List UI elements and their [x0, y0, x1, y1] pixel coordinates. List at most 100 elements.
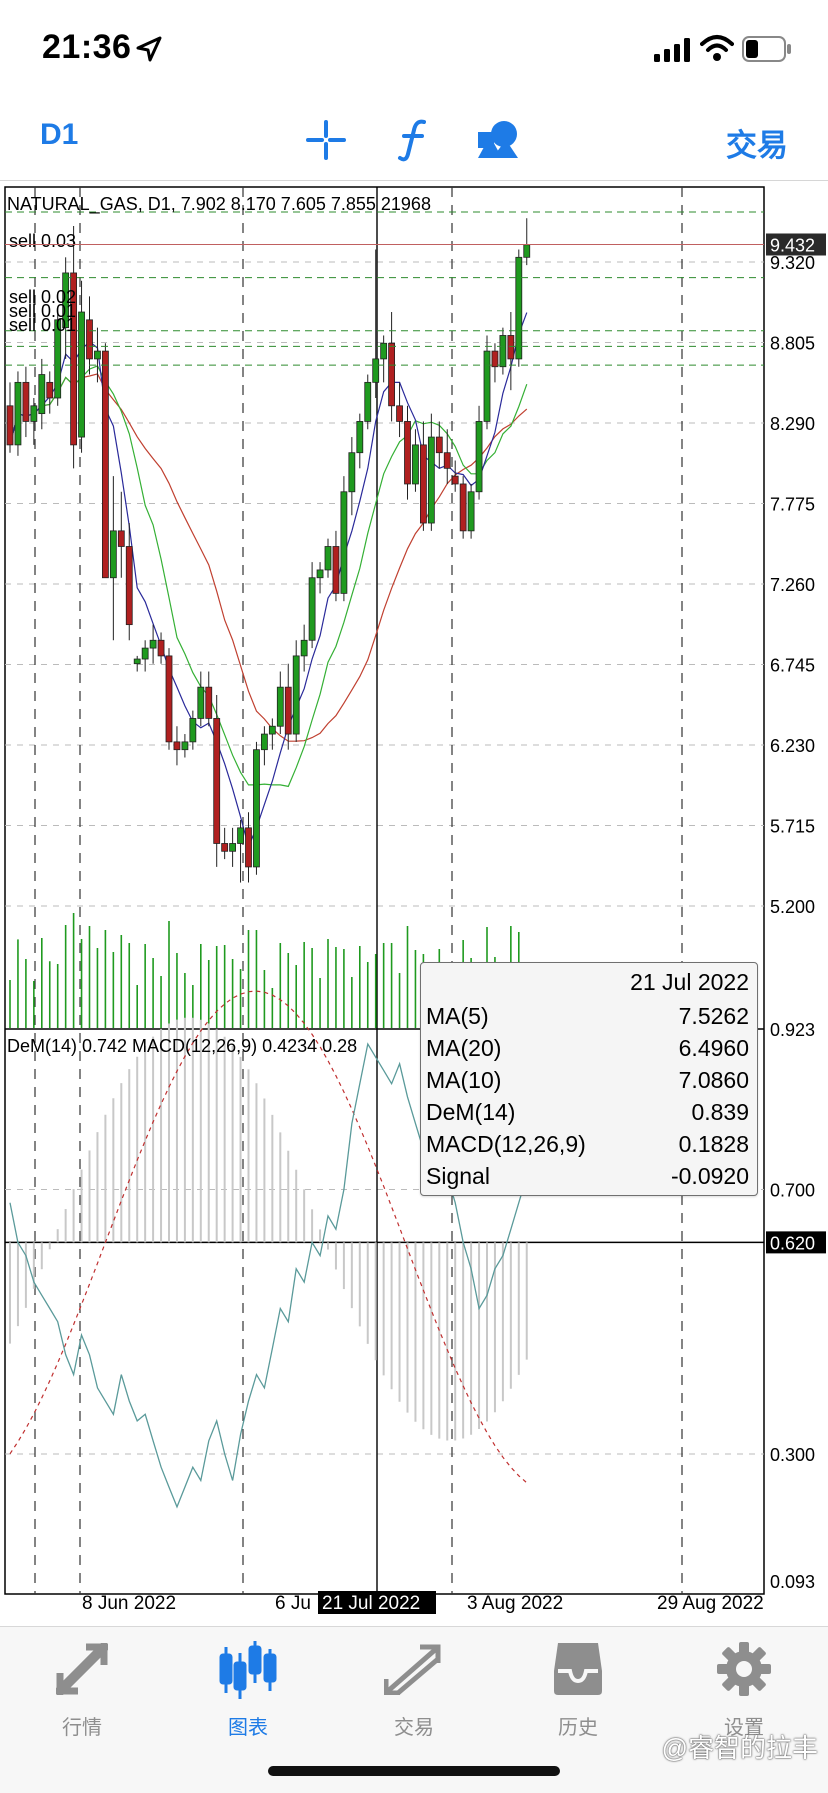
crosshair-tooltip: 21 Jul 2022 MA(5) 7.5262 MA(20) 6.4960 MA(…: [420, 962, 758, 1196]
tab-label: 设置: [724, 1717, 764, 1739]
quotes-icon: [56, 1643, 108, 1695]
price-axis-label: 9.320: [770, 253, 815, 273]
candle-body: [356, 421, 364, 454]
candle-body: [380, 342, 388, 360]
tooltip-key: DeM(14): [426, 1099, 516, 1125]
candle-body: [70, 272, 77, 446]
tab-settings[interactable]: 设置: [684, 1639, 804, 1739]
candle-body: [427, 436, 435, 524]
candle-body: [133, 658, 141, 665]
tab-label: 图表: [228, 1717, 268, 1739]
candle-body: [62, 272, 70, 329]
order-label: sell 0.03: [9, 231, 76, 251]
candle-body: [316, 569, 324, 579]
date-axis-label: 3 Aug 2022: [467, 1593, 563, 1614]
tooltip-row: MA(5) 7.5262: [426, 1003, 749, 1035]
current-price-badge: [766, 233, 826, 256]
candle-body: [276, 686, 284, 727]
candle-body: [459, 483, 467, 532]
chart-header: NATURAL_GAS, D1, 7.902 8.170 7.605 7.855…: [7, 194, 431, 215]
candle-body: [245, 827, 252, 868]
tooltip-row: MA(10) 7.0860: [426, 1067, 749, 1099]
chart-grid: [4, 186, 765, 1595]
ma5-line: [9, 312, 528, 849]
candle-body: [268, 725, 276, 735]
tooltip-date: 21 Jul 2022: [630, 969, 749, 995]
crosshair-icon[interactable]: [306, 120, 346, 160]
candle-body: [229, 843, 237, 852]
home-indicator: [268, 1766, 560, 1776]
candle-body: [364, 381, 372, 422]
candle-body: [189, 718, 197, 743]
price-axis-label: 8.290: [770, 414, 815, 434]
price-axis-label: 5.200: [770, 897, 815, 917]
candle-body: [467, 491, 475, 532]
candle-body: [38, 374, 46, 415]
crosshair-value-badge: [766, 1231, 826, 1254]
candle-body: [340, 491, 348, 594]
candle-body: [86, 319, 93, 360]
tooltip-key: MACD(12,26,9): [426, 1131, 586, 1157]
location-arrow-icon: [136, 36, 162, 62]
tooltip-row: Signal -0.0920: [426, 1163, 749, 1195]
tab-history[interactable]: 历史: [518, 1639, 638, 1739]
price-axis-label: 6.745: [770, 656, 815, 676]
crosshair-date-label: 21 Jul 2022: [322, 1593, 420, 1614]
tooltip-value: -0.0920: [670, 1163, 749, 1189]
candle-body: [205, 686, 213, 719]
chart-toolbar: [0, 100, 828, 181]
tab-trade[interactable]: 交易: [354, 1639, 474, 1739]
candle-body: [515, 256, 523, 360]
candle-body: [332, 546, 340, 594]
candle-body: [173, 741, 181, 751]
candle-body: [109, 530, 117, 579]
candle-body: [253, 749, 260, 868]
objects-icon[interactable]: [476, 118, 520, 160]
candle-body: [372, 358, 380, 383]
indicator-header: DeM(14) 0.742 MACD(12,26,9) 0.4234 0.28: [7, 1036, 357, 1056]
candle-body: [412, 444, 419, 485]
tab-quotes[interactable]: 行情: [22, 1639, 142, 1739]
candle-body: [78, 311, 85, 438]
tooltip-key: Signal: [426, 1163, 490, 1189]
candle-body: [396, 405, 403, 422]
tooltip-value: 0.839: [691, 1099, 749, 1125]
candle-body: [125, 546, 133, 626]
date-axis-label: 6 Ju: [275, 1593, 311, 1614]
price-axis-label: 7.775: [770, 495, 815, 515]
candle-body: [300, 639, 308, 657]
timeframe-button[interactable]: D1: [40, 118, 79, 151]
candle-body: [292, 655, 300, 735]
indicator-lines: [9, 312, 528, 1509]
tooltip-key: MA(5): [426, 1003, 489, 1029]
candle-body: [499, 335, 507, 368]
watermark: @睿智的拉丰: [661, 1733, 818, 1763]
history-icon: [554, 1643, 602, 1695]
candle-body: [348, 452, 356, 493]
price-axis-label: 5.715: [770, 817, 815, 837]
candle-body: [443, 452, 451, 469]
tooltip-row: MA(20) 6.4960: [426, 1035, 749, 1067]
order-label: sell 0.02: [9, 287, 76, 307]
tooltip-value: 0.1828: [678, 1131, 749, 1157]
candlesticks: [6, 218, 531, 883]
date-axis-label: 8 Jun 2022: [82, 1593, 176, 1614]
candle-body: [117, 530, 125, 547]
candle-body: [22, 381, 30, 422]
candle-body: [149, 639, 157, 649]
tab-chart[interactable]: 图表: [188, 1639, 308, 1739]
candle-body: [165, 655, 173, 743]
candle-body: [14, 381, 22, 446]
tooltip-key: MA(20): [426, 1035, 502, 1061]
price-axis-label: 7.260: [770, 575, 815, 595]
candle-body: [6, 405, 14, 446]
date-axis-label: 29 Aug 2022: [657, 1593, 764, 1614]
current-price-label: 9.432: [770, 235, 815, 255]
trade-button[interactable]: 交易: [726, 128, 788, 163]
candle-body: [475, 421, 483, 493]
candle-body: [435, 436, 443, 454]
tab-label: 历史: [558, 1717, 598, 1739]
chart-frame: [4, 186, 765, 1595]
indicators-icon[interactable]: [396, 118, 432, 162]
